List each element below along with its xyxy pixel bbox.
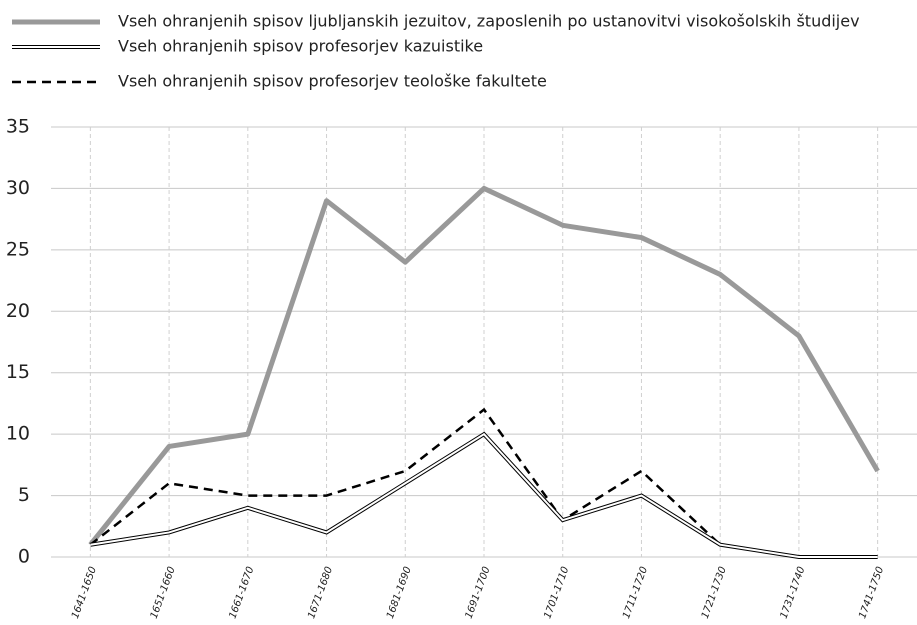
y-tick-label: 20 xyxy=(6,300,30,322)
y-tick-label: 15 xyxy=(6,361,30,383)
series-line-inner xyxy=(90,432,878,558)
y-tick-label: 25 xyxy=(6,238,30,260)
x-tick-label: 1641-1650 xyxy=(70,565,99,620)
x-tick-label: 1721-1730 xyxy=(700,565,729,620)
x-tick-label: 1681-1690 xyxy=(385,565,414,620)
legend-label: Vseh ohranjenih spisov profesorjev kazui… xyxy=(118,37,483,56)
series-line xyxy=(88,185,880,547)
y-tick-label: 10 xyxy=(6,423,30,445)
x-tick-label: 1661-1670 xyxy=(227,565,256,620)
x-tick-label: 1701-1710 xyxy=(542,565,571,620)
y-tick-label: 0 xyxy=(18,546,30,568)
legend-label: Vseh ohranjenih spisov profesorjev teolo… xyxy=(118,72,547,91)
x-tick-label: 1651-1660 xyxy=(149,565,178,620)
y-tick-label: 30 xyxy=(6,177,30,199)
y-tick-label: 5 xyxy=(18,484,30,506)
x-tick-label: 1711-1720 xyxy=(621,565,650,620)
x-tick-label: 1691-1700 xyxy=(464,565,493,620)
x-tick-label: 1731-1740 xyxy=(779,565,808,620)
x-tick-label: 1671-1680 xyxy=(306,565,335,620)
legend-label: Vseh ohranjenih spisov ljubljanskih jezu… xyxy=(118,12,860,31)
y-tick-label: 35 xyxy=(6,116,30,138)
x-tick-label: 1741-1750 xyxy=(857,565,886,620)
